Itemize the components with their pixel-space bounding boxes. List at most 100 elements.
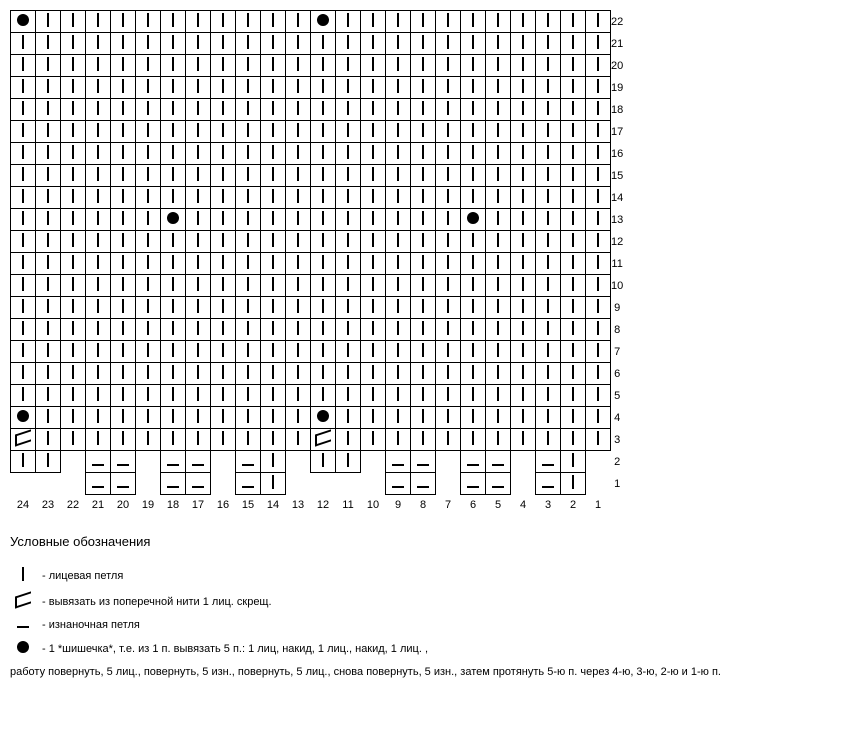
knit-symbol bbox=[297, 368, 299, 382]
col-label: 11 bbox=[336, 495, 361, 512]
chart-cell bbox=[236, 143, 261, 165]
chart-cell bbox=[136, 143, 161, 165]
knit-symbol bbox=[422, 434, 424, 448]
chart-cell bbox=[436, 165, 461, 187]
knit-symbol bbox=[472, 302, 474, 316]
knit-symbol bbox=[272, 16, 274, 30]
chart-cell bbox=[261, 209, 286, 231]
chart-cell bbox=[61, 99, 86, 121]
chart-cell bbox=[186, 253, 211, 275]
chart-cell bbox=[511, 165, 536, 187]
knit-symbol bbox=[47, 302, 49, 316]
purl-symbol bbox=[417, 477, 429, 491]
chart-cell bbox=[36, 121, 61, 143]
knit-symbol bbox=[297, 280, 299, 294]
knit-symbol bbox=[272, 214, 274, 228]
chart-cell bbox=[486, 231, 511, 253]
knit-symbol bbox=[172, 412, 174, 426]
chart-cell bbox=[461, 187, 486, 209]
col-label: 12 bbox=[311, 495, 336, 512]
chart-cell bbox=[136, 77, 161, 99]
knit-symbol bbox=[372, 104, 374, 118]
chart-cell bbox=[561, 319, 586, 341]
knit-symbol bbox=[47, 258, 49, 272]
knit-symbol bbox=[22, 192, 24, 206]
knit-symbol bbox=[322, 38, 324, 52]
chart-cell bbox=[586, 253, 611, 275]
knit-symbol bbox=[472, 38, 474, 52]
knit-symbol bbox=[422, 214, 424, 228]
chart-cell bbox=[161, 33, 186, 55]
chart-cell bbox=[561, 143, 586, 165]
chart-cell bbox=[361, 429, 386, 451]
purl-symbol bbox=[167, 455, 179, 469]
chart-cell bbox=[461, 385, 486, 407]
chart-cell bbox=[161, 451, 186, 473]
knit-symbol bbox=[447, 16, 449, 30]
chart-cell bbox=[411, 275, 436, 297]
knit-symbol bbox=[597, 302, 599, 316]
knit-symbol bbox=[447, 104, 449, 118]
knit-symbol bbox=[272, 434, 274, 448]
chart-cell bbox=[386, 363, 411, 385]
knit-symbol bbox=[547, 302, 549, 316]
chart-cell bbox=[36, 275, 61, 297]
chart-cell bbox=[286, 231, 311, 253]
legend-text: - вывязать из поперечной нити 1 лиц. скр… bbox=[42, 596, 272, 608]
chart-cell bbox=[511, 55, 536, 77]
chart-cell bbox=[261, 55, 286, 77]
knit-symbol bbox=[97, 258, 99, 272]
knit-symbol bbox=[47, 192, 49, 206]
chart-cell bbox=[336, 143, 361, 165]
knit-symbol bbox=[397, 82, 399, 96]
chart-cell bbox=[586, 429, 611, 451]
knit-symbol bbox=[22, 280, 24, 294]
knit-symbol bbox=[347, 170, 349, 184]
knit-symbol bbox=[597, 38, 599, 52]
knit-symbol bbox=[147, 38, 149, 52]
chart-cell bbox=[486, 341, 511, 363]
knit-symbol bbox=[572, 280, 574, 294]
knit-symbol bbox=[72, 60, 74, 74]
chart-cell bbox=[561, 297, 586, 319]
knit-symbol bbox=[422, 236, 424, 250]
knit-symbol bbox=[197, 104, 199, 118]
knit-symbol bbox=[197, 214, 199, 228]
chart-cell bbox=[586, 11, 611, 33]
knit-symbol bbox=[322, 60, 324, 74]
chart-cell bbox=[361, 33, 386, 55]
knit-symbol bbox=[397, 412, 399, 426]
knit-symbol bbox=[172, 16, 174, 30]
chart-cell bbox=[561, 209, 586, 231]
col-label: 14 bbox=[261, 495, 286, 512]
chart-cell bbox=[311, 55, 336, 77]
row-label: 4 bbox=[611, 407, 624, 429]
knit-symbol bbox=[347, 214, 349, 228]
knit-symbol bbox=[447, 60, 449, 74]
purl-symbol bbox=[542, 477, 554, 491]
knit-symbol bbox=[47, 412, 49, 426]
knit-symbol bbox=[47, 170, 49, 184]
knit-symbol bbox=[447, 258, 449, 272]
chart-cell bbox=[36, 187, 61, 209]
chart-cell bbox=[136, 319, 161, 341]
knit-symbol bbox=[272, 236, 274, 250]
knit-symbol bbox=[47, 346, 49, 360]
chart-cell bbox=[311, 275, 336, 297]
chart-cell bbox=[511, 429, 536, 451]
bobble-symbol bbox=[467, 213, 479, 227]
knit-symbol bbox=[247, 214, 249, 228]
chart-cell bbox=[411, 99, 436, 121]
chart-cell bbox=[436, 187, 461, 209]
knit-symbol bbox=[472, 82, 474, 96]
chart-cell bbox=[261, 99, 286, 121]
knit-symbol bbox=[497, 368, 499, 382]
chart-cell bbox=[211, 77, 236, 99]
knit-symbol bbox=[322, 170, 324, 184]
knit-symbol bbox=[197, 60, 199, 74]
knit-symbol bbox=[397, 368, 399, 382]
chart-cell bbox=[336, 99, 361, 121]
knit-symbol bbox=[597, 192, 599, 206]
chart-cell bbox=[386, 407, 411, 429]
knit-symbol bbox=[72, 324, 74, 338]
